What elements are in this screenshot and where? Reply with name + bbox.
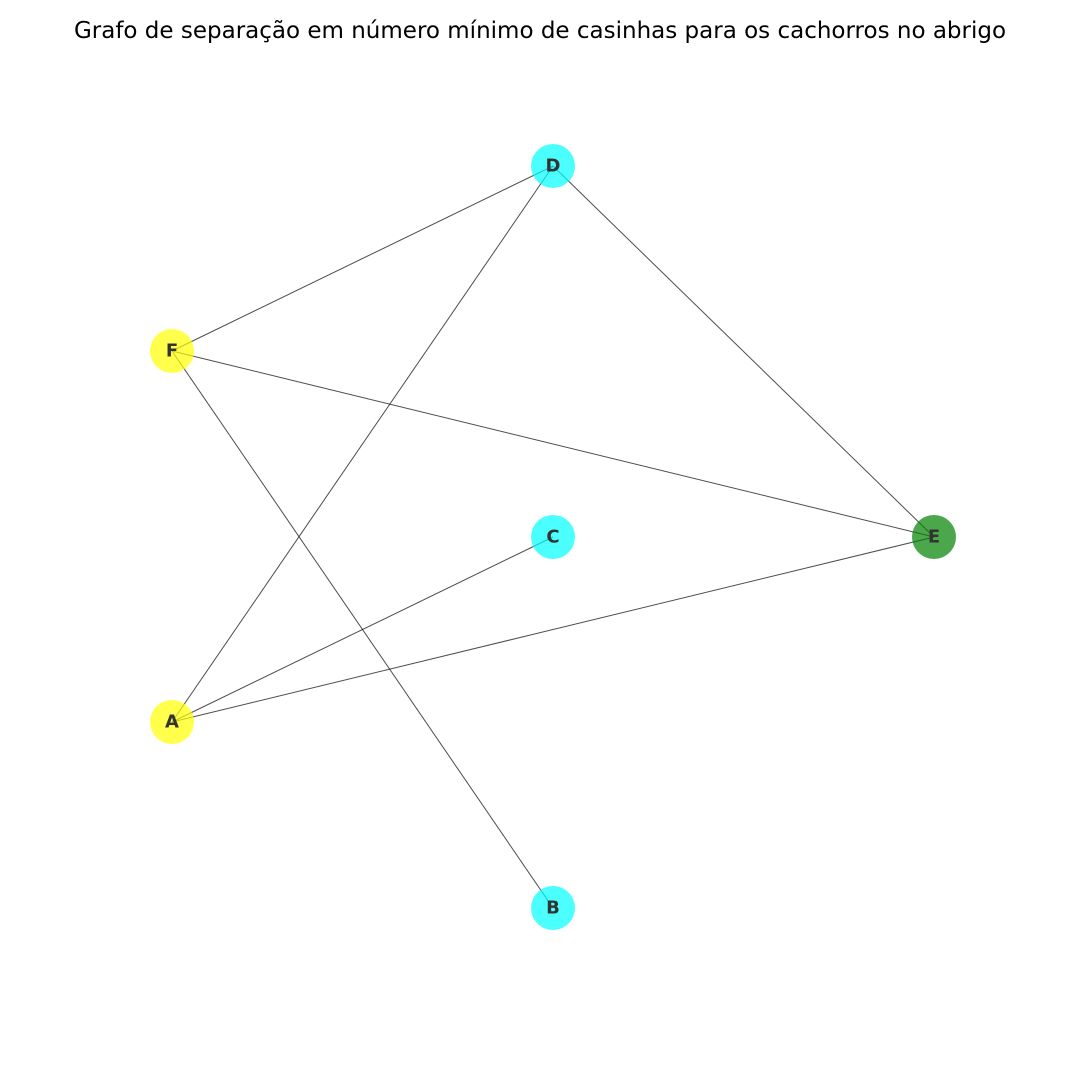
nodes-group: D F C E A B	[150, 144, 956, 930]
edge-d-a	[171, 165, 554, 723]
edges-group	[171, 165, 935, 909]
node-label-a: A	[165, 712, 179, 733]
node-circle-a	[150, 700, 194, 744]
node-circle-c	[531, 515, 575, 559]
node-e: E	[912, 515, 956, 559]
node-f: F	[150, 329, 194, 373]
edge-d-e	[552, 165, 935, 538]
node-circle-b	[531, 886, 575, 930]
node-label-c: C	[546, 527, 559, 548]
edge-d-f	[171, 165, 554, 352]
node-label-f: F	[166, 341, 178, 362]
edge-a-c	[171, 536, 554, 723]
edge-a-e	[171, 536, 935, 723]
node-b: B	[531, 886, 575, 930]
graph-title: Grafo de separação em número mínimo de c…	[73, 18, 1007, 44]
node-label-e: E	[928, 527, 940, 548]
node-circle-d	[531, 144, 575, 188]
node-label-b: B	[546, 898, 560, 919]
node-circle-f	[150, 329, 194, 373]
node-label-d: D	[546, 156, 561, 177]
node-a: A	[150, 700, 194, 744]
node-d: D	[531, 144, 575, 188]
node-circle-e	[912, 515, 956, 559]
node-c: C	[531, 515, 575, 559]
edge-f-e	[171, 350, 935, 538]
